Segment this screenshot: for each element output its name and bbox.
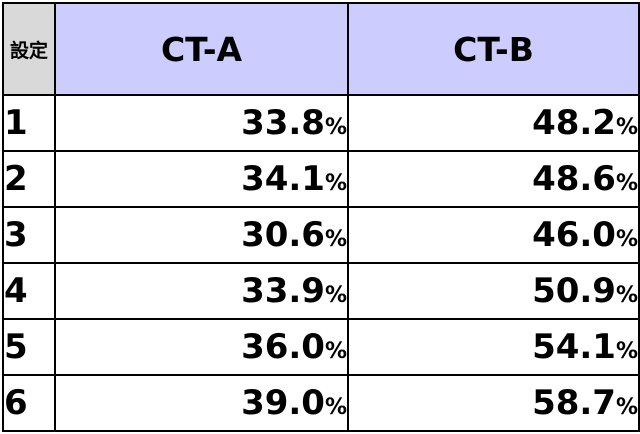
table-row: 5 36.0% 54.1% (2, 318, 640, 376)
ct-b-value: 58.7 (532, 383, 616, 423)
table-row: 1 33.8% 48.2% (2, 94, 640, 152)
percent-unit: % (324, 227, 347, 252)
corner-header-setting: 設定 (2, 2, 56, 96)
percent-unit: % (324, 339, 347, 364)
ct-b-value: 54.1 (532, 327, 616, 367)
ct-b-value: 50.9 (532, 271, 616, 311)
ct-b-cell: 50.9% (347, 262, 640, 320)
table-row: 2 34.1% 48.6% (2, 150, 640, 208)
column-header-ct-a: CT-A (54, 2, 349, 96)
percent-unit: % (324, 395, 347, 420)
percent-unit: % (324, 115, 347, 140)
setting-cell: 3 (2, 206, 56, 264)
table-row: 3 30.6% 46.0% (2, 206, 640, 264)
percent-unit: % (324, 171, 347, 196)
percent-unit: % (615, 171, 638, 196)
ct-a-value: 33.9 (241, 271, 325, 311)
ct-a-cell: 34.1% (54, 150, 349, 208)
column-header-ct-b: CT-B (347, 2, 640, 96)
ct-a-value: 33.8 (241, 103, 325, 143)
setting-cell: 4 (2, 262, 56, 320)
setting-cell: 1 (2, 94, 56, 152)
setting-cell: 5 (2, 318, 56, 376)
percent-unit: % (324, 283, 347, 308)
ct-a-value: 30.6 (241, 215, 325, 255)
ct-b-cell: 48.6% (347, 150, 640, 208)
ct-a-value: 36.0 (241, 327, 325, 367)
percent-unit: % (615, 395, 638, 420)
ct-b-cell: 46.0% (347, 206, 640, 264)
setting-cell: 6 (2, 374, 56, 432)
ct-b-value: 48.2 (532, 103, 616, 143)
ct-a-cell: 30.6% (54, 206, 349, 264)
ct-a-value: 39.0 (241, 383, 325, 423)
ct-a-cell: 33.9% (54, 262, 349, 320)
ct-a-cell: 39.0% (54, 374, 349, 432)
ct-b-value: 46.0 (532, 215, 616, 255)
table-row: 4 33.9% 50.9% (2, 262, 640, 320)
ct-b-cell: 54.1% (347, 318, 640, 376)
ct-b-cell: 48.2% (347, 94, 640, 152)
ct-a-cell: 36.0% (54, 318, 349, 376)
percent-unit: % (615, 115, 638, 140)
percent-unit: % (615, 339, 638, 364)
percent-unit: % (615, 227, 638, 252)
percent-unit: % (615, 283, 638, 308)
ct-a-cell: 33.8% (54, 94, 349, 152)
ct-a-value: 34.1 (241, 159, 325, 199)
setting-cell: 2 (2, 150, 56, 208)
ct-b-cell: 58.7% (347, 374, 640, 432)
table-row: 6 39.0% 58.7% (2, 374, 640, 432)
ct-b-value: 48.6 (532, 159, 616, 199)
header-row: 設定 CT-A CT-B (2, 2, 640, 96)
